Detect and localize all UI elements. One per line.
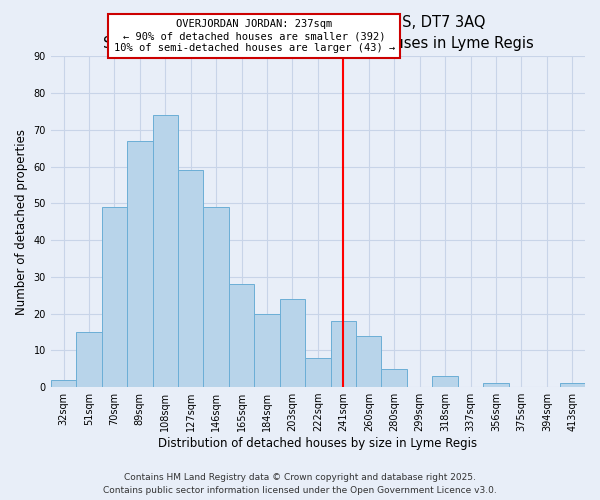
- Bar: [382, 368, 407, 387]
- Bar: [433, 376, 458, 387]
- Bar: [152, 115, 178, 387]
- Text: Contains HM Land Registry data © Crown copyright and database right 2025.
Contai: Contains HM Land Registry data © Crown c…: [103, 474, 497, 495]
- Title: OVERJORDAN, JORDAN, LYME REGIS, DT7 3AQ
Size of property relative to detached ho: OVERJORDAN, JORDAN, LYME REGIS, DT7 3AQ …: [103, 15, 533, 51]
- Bar: [331, 321, 356, 387]
- Bar: [305, 358, 331, 387]
- Bar: [483, 384, 509, 387]
- Bar: [76, 332, 101, 387]
- Bar: [280, 299, 305, 387]
- Y-axis label: Number of detached properties: Number of detached properties: [15, 128, 28, 314]
- Bar: [178, 170, 203, 387]
- Bar: [203, 207, 229, 387]
- Bar: [229, 284, 254, 387]
- Bar: [101, 207, 127, 387]
- Bar: [560, 384, 585, 387]
- Bar: [51, 380, 76, 387]
- Bar: [356, 336, 382, 387]
- X-axis label: Distribution of detached houses by size in Lyme Regis: Distribution of detached houses by size …: [158, 437, 478, 450]
- Bar: [254, 314, 280, 387]
- Bar: [127, 141, 152, 387]
- Text: OVERJORDAN JORDAN: 237sqm
← 90% of detached houses are smaller (392)
10% of semi: OVERJORDAN JORDAN: 237sqm ← 90% of detac…: [113, 20, 395, 52]
